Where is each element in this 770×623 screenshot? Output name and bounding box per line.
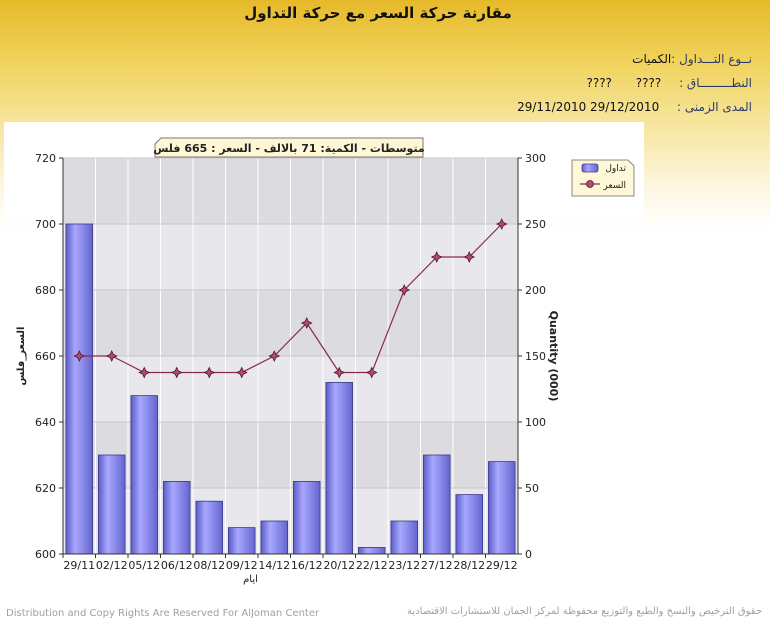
y-axis-title-left: السعر_فلس [16, 327, 27, 386]
tick-label-left: 680 [35, 284, 56, 297]
price-point-09/12 [235, 366, 248, 379]
bar-08/12 [195, 500, 223, 555]
scope-row: النطـــــــــاق : ???? ???? [586, 76, 752, 90]
tick-label-x: 06/12 [161, 559, 193, 572]
price-point-22/12 [365, 366, 378, 379]
period-value: 29/11/2010 29/12/2010 [517, 100, 660, 114]
tick-label-right: 200 [525, 284, 546, 297]
bar-29/12 [488, 461, 516, 555]
chart-title-frame [154, 137, 424, 158]
tick-label-x: 29/11 [63, 559, 95, 572]
footer-copyright-en: Distribution and Copy Rights Are Reserve… [6, 608, 320, 619]
tick-label-left: 600 [35, 548, 56, 561]
tick-label-x: 22/12 [356, 559, 388, 572]
y-axis-title-right: Quantity (000) [547, 311, 560, 402]
bar-23/12 [390, 520, 418, 555]
legend-bar-swatch [581, 163, 599, 173]
price-volume-chart: 600 620 640 660 680 700 720 0 50 100 150 200 250 300 2… [16, 137, 635, 585]
bar-05/12 [130, 395, 158, 555]
period-label: المدى الزمنى : [677, 100, 752, 114]
tick-label-x: 08/12 [193, 559, 225, 572]
bar-14/12 [260, 520, 288, 555]
tick-label-x: 09/12 [226, 559, 258, 572]
price-point-02/12 [105, 350, 118, 362]
trading-type-row: نــوع التـــداول :الكميات [632, 52, 752, 66]
price-point-29/12 [495, 218, 508, 230]
tick-label-left: 700 [35, 218, 56, 231]
footer-copyright-ar: حقوق الترخيص والنسخ والطبع والتوزيع محفو… [406, 606, 762, 617]
bar-20/12 [325, 381, 353, 555]
bar-22/12 [358, 546, 386, 555]
tick-label-right: 300 [525, 152, 546, 165]
bar-06/12 [163, 480, 191, 555]
period-row: المدى الزمنى : 29/11/2010 29/12/2010 [517, 100, 752, 114]
tick-label-left: 660 [35, 350, 56, 363]
price-point-29/11 [73, 350, 86, 362]
price-point-06/12 [170, 366, 183, 379]
scope-label: النطـــــــــاق : [679, 76, 752, 90]
bar-16/12 [293, 480, 321, 555]
chart-title-box [154, 137, 424, 158]
price-point-28/12 [463, 251, 476, 263]
price-point-05/12 [138, 366, 151, 379]
tick-label-x: 29/12 [486, 559, 518, 572]
x-axis-title: ايام [243, 574, 258, 585]
tick-label-right: 100 [525, 416, 546, 429]
bar-29/11 [65, 223, 93, 555]
price-point-08/12 [203, 366, 216, 379]
tick-label-left: 620 [35, 482, 56, 495]
tick-label-right: 50 [525, 482, 539, 495]
bar-28/12 [455, 494, 483, 555]
price-point-14/12 [268, 350, 281, 362]
tick-label-x: 16/12 [291, 559, 323, 572]
tick-label-x: 14/12 [258, 559, 290, 572]
bar-02/12 [98, 454, 126, 555]
trading-type-value: الكميات [632, 52, 672, 66]
scope-value-1: ???? [635, 76, 662, 90]
price-point-20/12 [333, 366, 346, 379]
bar-09/12 [228, 527, 256, 555]
price-point-27/12 [430, 251, 443, 263]
chart-title: متوسطات - الكمية: 71 بالالف - السعر : 66… [153, 142, 425, 155]
page-title: مقارنة حركة السعر مع حركة التداول [244, 4, 512, 22]
tick-label-x: 23/12 [388, 559, 420, 572]
tick-label-right: 0 [525, 548, 532, 561]
legend-bar-label: تداول [605, 164, 626, 174]
tick-label-left: 720 [35, 152, 56, 165]
scope-value-2: ???? [586, 76, 612, 90]
tick-label-x: 20/12 [323, 559, 355, 572]
tick-label-x: 02/12 [96, 559, 128, 572]
tick-label-right: 150 [525, 350, 546, 363]
price-point-23/12 [398, 284, 411, 296]
tick-label-left: 640 [35, 416, 56, 429]
legend-line-marker [586, 180, 594, 188]
bar-27/12 [423, 454, 451, 555]
chart-panel: 600 620 640 660 680 700 720 0 50 100 150 200 250 300 2… [4, 122, 770, 602]
tick-label-x: 27/12 [421, 559, 453, 572]
legend-line-label: السعر [602, 181, 626, 191]
tick-label-x: 05/12 [128, 559, 160, 572]
tick-label-right: 250 [525, 218, 546, 231]
trading-type-label: نــوع التـــداول : [671, 52, 752, 66]
price-point-16/12 [300, 317, 313, 329]
tick-label-x: 28/12 [453, 559, 485, 572]
